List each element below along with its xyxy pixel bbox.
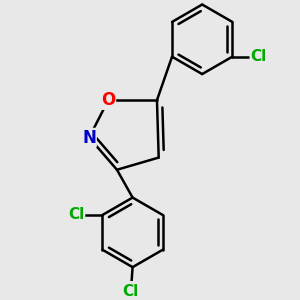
Text: Cl: Cl — [68, 208, 85, 223]
Text: Cl: Cl — [250, 49, 266, 64]
Text: Cl: Cl — [123, 284, 139, 299]
Text: N: N — [82, 129, 96, 147]
Text: O: O — [101, 91, 116, 109]
